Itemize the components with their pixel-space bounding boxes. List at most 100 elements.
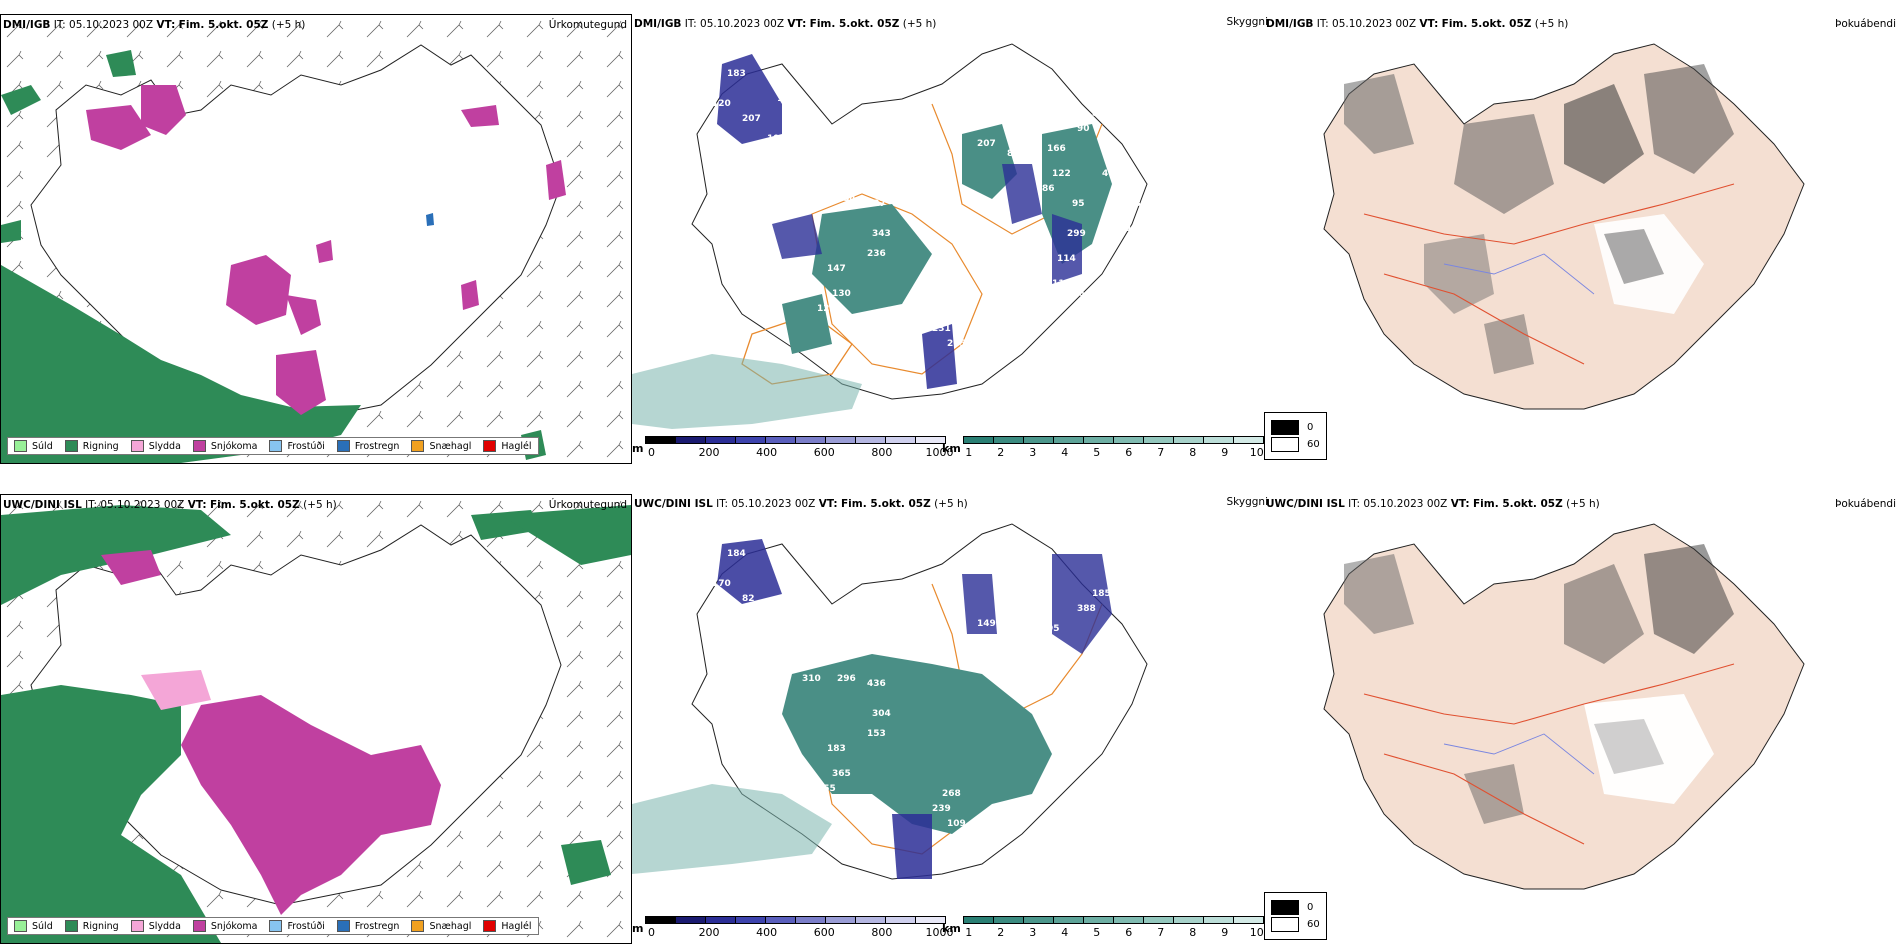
legend-item: Snæhagl (411, 440, 471, 452)
cloud-base-colorbar: m 0 200 400 600 800 1000 (632, 436, 953, 462)
colorbar-segment (1112, 436, 1144, 444)
visibility-value-label: 97 (1067, 709, 1080, 719)
fog-legend-item: 60 (1271, 437, 1320, 452)
precip-legend: Súld Rigning Slydda Snjókoma Frostúði Fr… (7, 917, 539, 935)
colorbar-tick-label: 400 (756, 446, 778, 459)
visibility-value-label: 95 (1047, 624, 1060, 634)
colorbar-tick-label: 800 (871, 926, 893, 939)
legend-item: Snæhagl (411, 920, 471, 932)
colorbar-segment (855, 436, 887, 444)
fog-legend-item: 0 (1271, 420, 1320, 435)
visibility-value-label: 343 (872, 229, 891, 239)
colorbar-segment (735, 436, 767, 444)
visibility-value-label: 207 (742, 114, 761, 124)
colorbar-tick-label: 600 (813, 926, 835, 939)
visibility-value-label: 130 (1112, 224, 1131, 234)
colorbar-segment (765, 436, 797, 444)
visibility-value-label: 82 (742, 594, 755, 604)
visibility-value-label: 127 (867, 199, 886, 209)
visibility-value-label: 184 (727, 549, 746, 559)
colorbar-tick-label: 4 (1061, 446, 1069, 459)
visibility-value-label: 149 (977, 619, 996, 629)
fog-legend-item: 0 (1271, 900, 1320, 915)
panel-header: UWC/DINI ISL IT: 05.10.2023 00Z VT: Fim.… (3, 499, 337, 511)
visibility-value-label: 84 (1092, 109, 1105, 119)
colorbar-tick-label: 1000 (925, 926, 954, 939)
legend-item: Slydda (130, 920, 181, 932)
panel-title: Skyggni (1226, 16, 1269, 28)
colorbar-segment (795, 436, 827, 444)
colorbar-tick-label: 6 (1125, 446, 1133, 459)
colorbar-segment (1052, 916, 1084, 924)
colorbar-tick-label: 800 (871, 446, 893, 459)
colorbar-segment (1052, 436, 1084, 444)
legend-item: Frostúði (269, 440, 325, 452)
colorbar-tick-label: 1 (965, 926, 973, 939)
legend-item: Snjókoma (192, 440, 257, 452)
legend-item: Frostregn (336, 920, 399, 932)
fog-map-2 (1323, 523, 1805, 890)
colorbar-segment (705, 436, 737, 444)
colorbar-tick-label: 1000 (925, 446, 954, 459)
panel-title: Þokuábendi (1835, 18, 1896, 30)
colorbar-tick-label: 5 (1093, 926, 1101, 939)
colorbar-tick-label: 10 (1249, 446, 1264, 459)
legend-item: Haglél (483, 920, 532, 932)
visibility-value-label: 470 (1102, 169, 1121, 179)
fog-legend: 0 60 (1264, 412, 1327, 460)
visibility-value-label: 109 (947, 819, 966, 829)
colorbar-segment (962, 436, 994, 444)
visibility-value-label: 114 (1057, 254, 1076, 264)
visibility-value-label: 383 (767, 614, 786, 624)
colorbar-tick-label: 8 (1189, 926, 1197, 939)
colorbar-tick-label: 3 (1029, 926, 1037, 939)
visibility-value-label: 95 (1072, 199, 1085, 209)
colorbar-segment (1142, 916, 1174, 924)
colorbar-segment (735, 916, 767, 924)
visibility-value-label: 268 (942, 789, 961, 799)
visibility-value-label: 166 (1047, 144, 1066, 154)
visibility-value-label: 84 (1057, 734, 1070, 744)
colorbar-segment (1172, 916, 1204, 924)
visibility-map-2 (632, 523, 1148, 880)
colorbar-segment (1022, 916, 1054, 924)
cloud-base-colorbar: m 0 200 400 600 800 1000 (632, 916, 953, 942)
colorbar-tick-label: 10 (1249, 926, 1264, 939)
visibility-value-label: 170 (712, 579, 731, 589)
visibility-value-label: 222 (1042, 664, 1061, 674)
visibility-value-label: 231 (932, 324, 951, 334)
colorbar-segment (1142, 436, 1174, 444)
visibility-value-label: 90 (1102, 649, 1115, 659)
colorbar-tick-label: 200 (698, 446, 720, 459)
visibility-value-label: 147 (827, 264, 846, 274)
panel-header: UWC/DINI ISL IT: 05.10.2023 00Z VT: Fim.… (1266, 498, 1600, 510)
visibility-value-label: 114 (1052, 279, 1071, 289)
colorbar-tick-label: 7 (1157, 446, 1165, 459)
colorbar-segment (885, 436, 917, 444)
visibility-value-label: 94 (802, 194, 815, 204)
panel-title: Skyggni (1226, 496, 1269, 508)
legend-item: Súld (14, 440, 53, 452)
colorbar-tick-label: 2 (997, 446, 1005, 459)
colorbar-tick-label: 9 (1221, 926, 1229, 939)
legend-item: Slydda (130, 440, 181, 452)
colorbar-segment (992, 916, 1024, 924)
precip-map-2 (1, 495, 631, 943)
panel-title: Þokuábendi (1835, 498, 1896, 510)
colorbar-segment (825, 916, 857, 924)
fog-legend: 0 60 (1264, 892, 1327, 940)
visibility-value-label: 205 (947, 339, 966, 349)
visibility-value-label: 86 (1042, 184, 1055, 194)
colorbar-segment (1172, 436, 1204, 444)
legend-item: Frostúði (269, 920, 325, 932)
visibility-value-label: 122 (1052, 169, 1071, 179)
visibility-value-label: 296 (837, 674, 856, 684)
visibility-panel-1: DMI/IGB IT: 05.10.2023 00Z VT: Fim. 5.ok… (632, 14, 1268, 464)
visibility-value-label: 129 (817, 304, 836, 314)
visibility-value-label: 98 (1007, 629, 1020, 639)
visibility-value-label: 130 (832, 289, 851, 299)
colorbar-tick-label: 9 (1221, 446, 1229, 459)
panel-header: DMI/IGB IT: 05.10.2023 00Z VT: Fim. 5.ok… (634, 18, 937, 30)
colorbar-segment (675, 916, 707, 924)
visibility-value-label: 299 (1067, 229, 1086, 239)
